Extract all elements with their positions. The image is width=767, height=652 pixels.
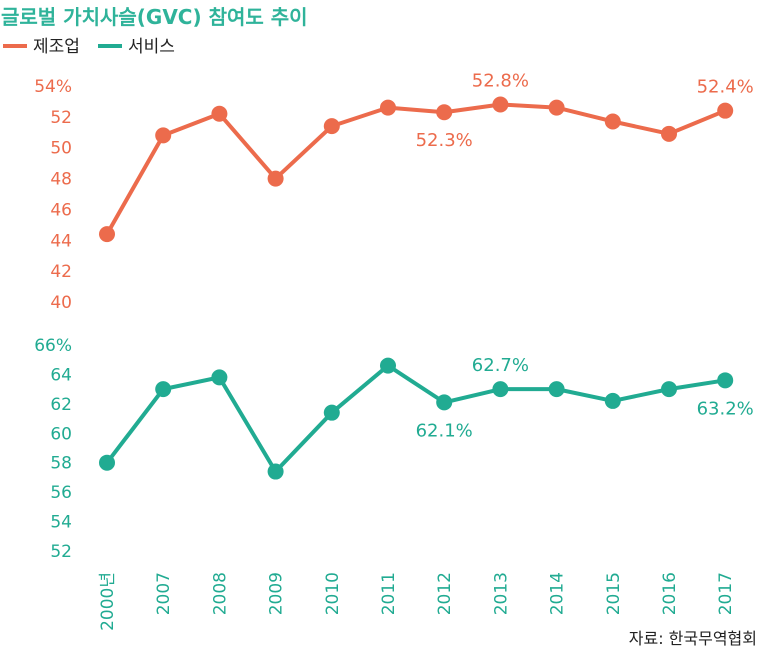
x-tick-label: 2013 [491, 572, 511, 615]
data-point-services [436, 394, 453, 411]
data-point-services [717, 372, 734, 389]
panel-services: 66% 64 62 60 58 56 54 52 62.1% 62.7% 63.2% [34, 336, 754, 562]
legend-label-services: 서비스 [128, 37, 175, 57]
data-point-manufacturing [99, 226, 115, 243]
data-label-services: 63.2% [697, 398, 754, 419]
data-point-manufacturing [661, 125, 677, 142]
y-tick-label-manufacturing: 42 [50, 262, 72, 282]
data-label-services: 62.1% [416, 420, 473, 441]
data-label-services: 62.7% [472, 355, 529, 376]
y-tick-label-manufacturing: 44 [50, 231, 72, 251]
data-point-services [267, 463, 284, 480]
data-point-manufacturing [717, 102, 734, 119]
x-tick-label: 2011 [379, 572, 399, 615]
x-tick-label: 2017 [716, 572, 736, 615]
data-point-services [548, 381, 565, 398]
data-point-services [211, 369, 228, 386]
panel-manufacturing: 54% 52 50 48 46 44 42 40 52.3% 52.8% 52.4% [34, 71, 754, 313]
x-tick-label: 2010 [323, 572, 343, 615]
x-tick-label: 2015 [604, 572, 624, 615]
data-point-manufacturing [604, 113, 621, 130]
x-tick-label: 2007 [154, 572, 174, 615]
data-label-manufacturing: 52.8% [472, 71, 529, 92]
data-point-manufacturing [436, 104, 453, 121]
y-tick-label-manufacturing: 54% [34, 77, 72, 97]
data-point-services [661, 381, 677, 398]
legend: 제조업 서비스 [3, 37, 175, 57]
x-tick-label: 2009 [267, 572, 287, 615]
x-tick-label: 2012 [435, 572, 455, 615]
y-tick-label-services: 60 [50, 424, 72, 444]
y-tick-label-manufacturing: 48 [50, 170, 72, 190]
data-point-manufacturing [211, 105, 228, 122]
data-label-manufacturing: 52.3% [416, 130, 473, 151]
data-point-manufacturing [155, 127, 172, 144]
series-line-manufacturing [105, 102, 728, 237]
data-point-services [492, 381, 509, 398]
series-line-services [105, 363, 728, 474]
data-point-manufacturing [267, 170, 284, 187]
y-tick-label-services: 66% [34, 336, 72, 356]
data-label-manufacturing: 52.4% [697, 77, 754, 98]
x-tick-label: 2016 [660, 572, 680, 615]
y-tick-label-services: 52 [50, 542, 72, 562]
legend-label-manufacturing: 제조업 [33, 37, 80, 57]
data-point-services [380, 357, 396, 374]
x-tick-label: 2014 [548, 572, 568, 615]
data-point-services [155, 381, 172, 398]
data-point-manufacturing [548, 99, 565, 116]
data-point-manufacturing [323, 118, 340, 135]
y-tick-label-services: 54 [50, 513, 72, 533]
y-tick-label-services: 64 [50, 365, 72, 385]
source-note: 자료: 한국무역협회 [629, 629, 757, 648]
data-point-manufacturing [380, 99, 396, 116]
y-tick-label-manufacturing: 40 [50, 293, 72, 313]
y-tick-label-services: 56 [50, 483, 72, 503]
x-tick-label: 2000년 [98, 572, 118, 631]
y-tick-label-services: 62 [50, 395, 72, 415]
x-tick-label: 2008 [210, 572, 230, 615]
y-tick-label-manufacturing: 46 [50, 200, 72, 220]
data-point-services [323, 404, 340, 421]
data-point-manufacturing [492, 96, 509, 113]
chart-title: 글로벌 가치사슬(GVC) 참여도 추이 [1, 5, 308, 29]
data-point-services [99, 454, 115, 471]
y-tick-label-manufacturing: 52 [50, 108, 72, 128]
data-point-services [604, 392, 621, 409]
y-tick-label-services: 58 [50, 454, 72, 474]
y-tick-label-manufacturing: 50 [50, 139, 72, 159]
